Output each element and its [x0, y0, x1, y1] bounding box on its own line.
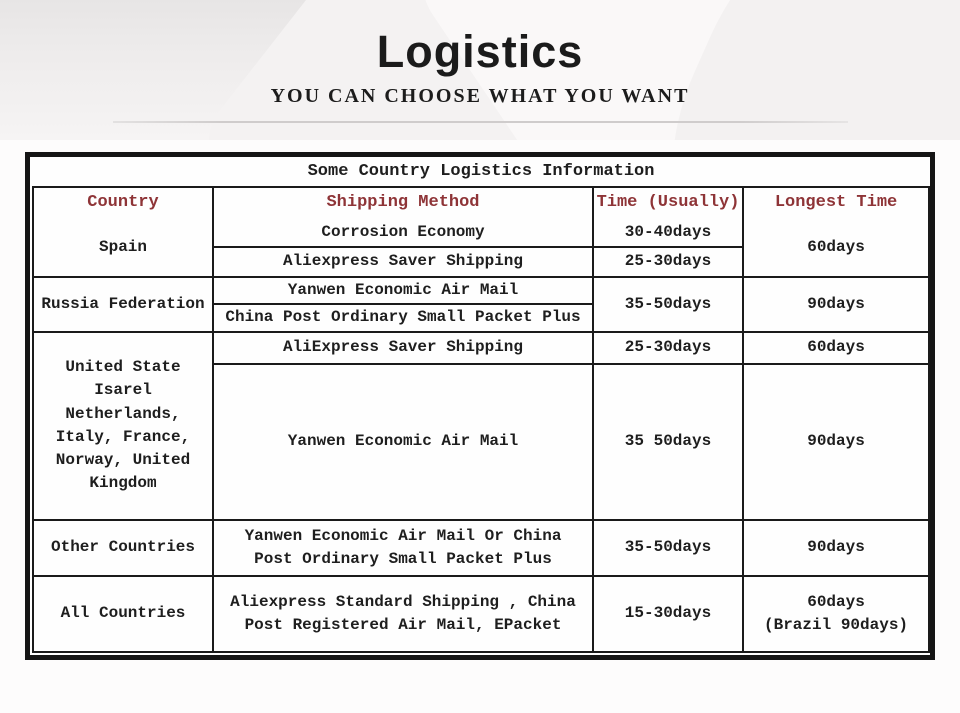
- header-divider: [112, 121, 848, 123]
- page-title: Logistics: [376, 26, 584, 77]
- page-subtitle: YOU CAN CHOOSE WHAT YOU WANT: [270, 85, 690, 107]
- all-time-cell: 15-30days: [592, 574, 744, 653]
- europe-time-2-cell: 35 50days: [592, 362, 744, 521]
- all-method-cell: Aliexpress Standard Shipping , China Pos…: [212, 574, 594, 653]
- russia-method-2-cell: China Post Ordinary Small Packet Plus: [212, 302, 594, 333]
- europe-method-1-cell: AliExpress Saver Shipping: [212, 330, 594, 365]
- col-header-longest-time: Longest Time: [741, 185, 931, 220]
- russia-time-cell: 35-50days: [592, 275, 744, 333]
- col-header-country: Country: [32, 185, 214, 220]
- table-caption: Some Country Logistics Information: [33, 159, 930, 188]
- col-header-shipping-method: Shipping Method: [212, 185, 594, 220]
- spain-time-1-cell: 30-40days: [592, 218, 744, 248]
- other-method-cell: Yanwen Economic Air Mail Or China Post O…: [212, 518, 594, 577]
- europe-country-cell: United State Isarel Netherlands, Italy, …: [32, 330, 214, 521]
- logistics-table-frame: Some Country Logistics Information Count…: [25, 152, 935, 660]
- other-time-cell: 35-50days: [592, 518, 744, 577]
- col-header-time-usually: Time (Usually): [592, 185, 744, 220]
- spain-time-2-cell: 25-30days: [592, 245, 744, 278]
- europe-longest-2-cell: 90days: [741, 362, 931, 521]
- other-country-cell: Other Countries: [32, 518, 214, 577]
- spain-method-1-cell: Corrosion Economy: [212, 218, 594, 248]
- europe-longest-1-cell: 60days: [741, 330, 931, 365]
- russia-method-1-cell: Yanwen Economic Air Mail: [212, 275, 594, 305]
- russia-longest-cell: 90days: [741, 275, 931, 333]
- europe-method-2-cell: Yanwen Economic Air Mail: [212, 362, 594, 521]
- other-longest-cell: 90days: [741, 518, 931, 577]
- spain-country-cell: Spain: [32, 218, 214, 278]
- spain-method-2-cell: Aliexpress Saver Shipping: [212, 245, 594, 278]
- hero-section: Logistics YOU CAN CHOOSE WHAT YOU WANT: [0, 0, 960, 140]
- europe-time-1-cell: 25-30days: [592, 330, 744, 365]
- all-longest-cell: 60days (Brazil 90days): [741, 574, 931, 653]
- spain-longest-cell: 60days: [741, 218, 931, 278]
- russia-country-cell: Russia Federation: [32, 275, 214, 333]
- logistics-table: Some Country Logistics Information Count…: [32, 159, 931, 653]
- all-country-cell: All Countries: [32, 574, 214, 653]
